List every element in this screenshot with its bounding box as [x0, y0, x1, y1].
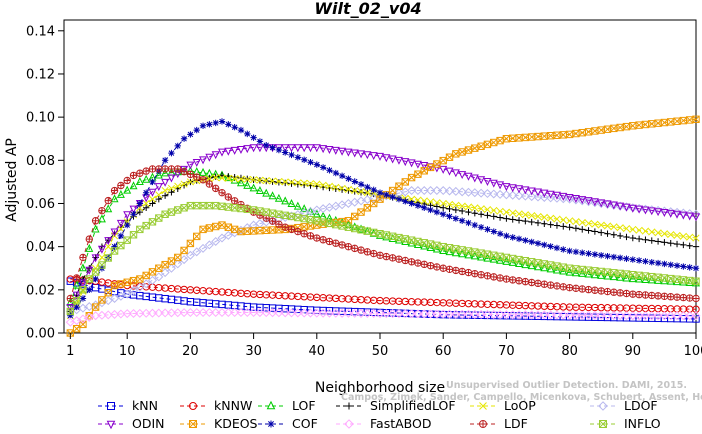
legend-label-odin: ODIN	[132, 416, 165, 431]
legend-item-ldf: LDF	[470, 416, 528, 431]
x-tick-label: 30	[245, 344, 262, 359]
legend-label-simplifiedlof: SimplifiedLOF	[370, 398, 456, 413]
y-tick-label: 0.02	[26, 283, 55, 298]
y-tick-label: 0.12	[26, 67, 55, 82]
y-tick-label: 0.08	[26, 154, 55, 169]
watermark: Campos, Zimek, Sander, Campello, Micenko…	[341, 392, 702, 403]
chart-title: Wilt_02_v04	[314, 0, 421, 18]
series-kdeos	[66, 115, 700, 337]
series-markers-cof	[67, 118, 700, 319]
series-line-simplifiedlof	[69, 174, 697, 312]
y-tick-label: 0.04	[26, 240, 55, 255]
legend-item-ldof: LDOF	[590, 398, 658, 413]
legend-label-ldof: LDOF	[624, 398, 658, 413]
plot-area	[63, 19, 697, 334]
series-line-ldof	[70, 190, 697, 312]
series-layer	[65, 115, 701, 337]
x-tick-label: 100	[684, 344, 702, 359]
legend-label-fastabod: FastABOD	[370, 416, 432, 431]
series-line-cof	[69, 120, 697, 316]
series-markers-knnw	[66, 275, 700, 313]
x-tick-label: 1	[66, 344, 74, 359]
watermark-partial: Unsupervised Outlier Detection. DAMI, 20…	[446, 380, 687, 391]
x-tick-label: 40	[309, 344, 326, 359]
x-tick-label: 10	[119, 344, 136, 359]
series-markers-inflo	[66, 201, 700, 316]
series-knnw	[66, 275, 700, 313]
axes: 1 10 20 30 40 50 60 70 80 90 100 0.00 0.02 0.04 0.06 0.…	[26, 24, 702, 359]
legend-item-knnw: kNNW	[180, 398, 252, 413]
x-tick-label: 60	[435, 344, 452, 359]
legend-item-odin: ODIN	[98, 416, 165, 431]
x-tick-label: 50	[372, 344, 389, 359]
x-tick-label: 80	[561, 344, 578, 359]
x-axis-label: Neighborhood size	[315, 380, 445, 396]
y-tick-label: 0.10	[26, 111, 55, 126]
legend-item-kdeos: KDEOS	[180, 416, 258, 431]
legend-label-knn: kNN	[132, 398, 158, 413]
series-markers-kdeos	[66, 115, 700, 337]
legend-label-loop: LoOP	[504, 398, 536, 413]
plot-frame	[63, 19, 697, 334]
y-tick-label: 0.06	[26, 197, 55, 212]
y-axis-label: Adjusted AP	[4, 138, 20, 222]
series-fastabod	[65, 307, 701, 327]
series-cof	[67, 118, 700, 319]
y-tick-label: 0.14	[26, 24, 55, 39]
legend-item-fastabod: FastABOD	[336, 416, 432, 431]
legend-label-lof: LOF	[292, 398, 316, 413]
series-loop	[66, 174, 700, 320]
series-markers-loop	[66, 174, 700, 320]
legend-label-knnw: kNNW	[214, 398, 252, 413]
legend-label-inflo: INFLO	[624, 416, 661, 431]
legend-label-kdeos: KDEOS	[214, 416, 258, 431]
x-tick-label: 70	[498, 344, 515, 359]
legend-label-ldf: LDF	[504, 416, 528, 431]
series-markers-fastabod	[65, 307, 701, 327]
legend-label-cof: COF	[292, 416, 318, 431]
legend-item-simplifiedlof: SimplifiedLOF	[336, 398, 456, 413]
x-tick-label: 20	[182, 344, 199, 359]
legend-item-lof: LOF	[258, 398, 316, 413]
x-tick-label: 90	[625, 344, 642, 359]
y-tick-label: 0.00	[26, 327, 55, 342]
legend-item-inflo: INFLO	[590, 416, 661, 431]
legend-item-loop: LoOP	[470, 398, 536, 413]
legend-item-cof: COF	[258, 416, 318, 431]
legend-item-knn: kNN	[98, 398, 158, 413]
legend: kNN kNNW LOF SimplifiedLOF LoOP LDOF ODIN KDEOS…	[98, 398, 661, 431]
series-inflo	[66, 201, 700, 316]
